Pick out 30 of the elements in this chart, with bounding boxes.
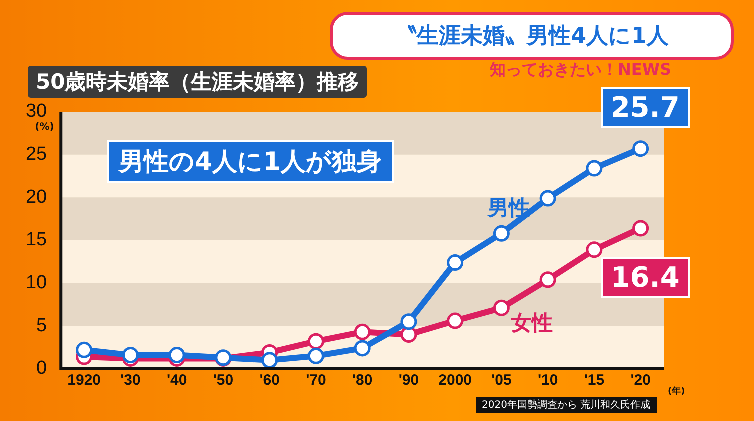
x-tick-label: '90 [398,372,420,390]
x-tick-label: '05 [492,372,512,390]
x-tick-label: '40 [166,372,188,390]
x-tick-label: 2000 [438,372,472,390]
y-tick-label: 30 [26,101,48,122]
x-tick-label: '50 [213,372,234,390]
x-tick-label: '10 [538,372,558,390]
text: 知っておきたい！NEWS [490,60,672,81]
x-tick-label: '60 [260,372,280,390]
annotation: 16.4 [600,256,690,298]
x-axis-title: (年) [668,386,686,398]
text: 2020年国勢調査から 荒川和久氏作成 [476,397,657,413]
y-tick-label: 20 [26,186,48,208]
x-tick-label: '30 [120,372,141,390]
y-axis-title: (%) [35,122,54,133]
x-tick-label: '15 [584,372,605,390]
y-tick-label: 5 [36,315,48,336]
chart-title: 50歳時未婚率（生涯未婚率）推移 [28,66,368,98]
x-tick-label: '80 [352,372,373,390]
y-tick-label: 15 [26,230,48,251]
annotation: 男性の4人に1人が独身 [107,140,394,183]
y-tick-label: 0 [36,358,48,380]
x-tick-label: '20 [630,372,651,390]
x-tick-label: '70 [306,372,326,390]
chart-subtitle: 〝生涯未婚〟男性4人に1人 [330,12,734,60]
y-tick-label: 25 [26,144,48,166]
x-tick-label: 1920 [68,372,102,390]
y-tick-label: 10 [26,272,48,294]
series-label: 女性 [510,310,553,338]
annotation: 25.7 [600,86,690,128]
